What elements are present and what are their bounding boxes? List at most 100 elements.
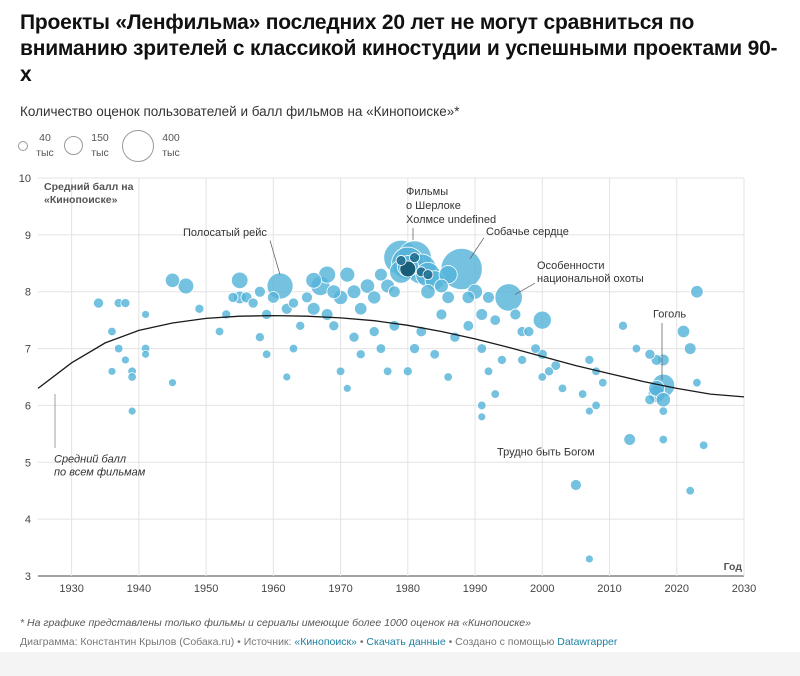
film-bubble[interactable] xyxy=(348,331,360,343)
film-bubble[interactable] xyxy=(121,355,130,365)
film-bubble[interactable] xyxy=(623,433,636,446)
film-bubble[interactable] xyxy=(339,266,356,283)
film-bubble[interactable] xyxy=(402,366,413,377)
film-bubble[interactable] xyxy=(490,389,500,399)
film-bubble[interactable] xyxy=(288,297,299,309)
film-bubble[interactable] xyxy=(168,378,177,388)
film-bubble[interactable] xyxy=(306,301,321,316)
film-bubble[interactable] xyxy=(295,320,306,331)
film-bubble[interactable] xyxy=(141,310,150,319)
film-bubble[interactable] xyxy=(409,343,421,355)
film-bubble[interactable] xyxy=(477,412,487,422)
film-bubble[interactable] xyxy=(584,554,594,564)
film-bubble[interactable] xyxy=(227,291,239,303)
film-bubble[interactable] xyxy=(584,354,595,365)
film-bubble[interactable] xyxy=(443,372,453,382)
film-bubble[interactable] xyxy=(441,290,455,305)
film-bubble[interactable] xyxy=(517,354,528,365)
film-bubble[interactable] xyxy=(577,389,588,399)
film-bubble[interactable] xyxy=(489,314,501,326)
film-bubble-highlight[interactable] xyxy=(395,255,407,266)
film-bubble[interactable] xyxy=(435,308,448,321)
film-bubble[interactable] xyxy=(374,267,388,282)
film-bubble[interactable] xyxy=(544,366,554,377)
film-bubble[interactable] xyxy=(434,278,449,294)
film-bubble[interactable] xyxy=(214,326,225,337)
film-bubble[interactable] xyxy=(476,343,488,354)
film-bubble[interactable] xyxy=(420,284,436,300)
film-bubble[interactable] xyxy=(388,320,401,332)
film-bubble[interactable] xyxy=(557,383,568,394)
film-bubble[interactable] xyxy=(254,332,265,343)
film-bubble[interactable] xyxy=(320,308,334,321)
film-bubble[interactable] xyxy=(328,320,340,332)
film-bubble[interactable] xyxy=(631,343,642,354)
film-bubble[interactable] xyxy=(253,285,266,298)
film-bubble[interactable] xyxy=(177,277,195,295)
film-bubble[interactable] xyxy=(509,308,522,321)
film-bubble[interactable] xyxy=(368,326,380,337)
film-bubble[interactable] xyxy=(482,291,495,304)
film-bubble-highlight[interactable] xyxy=(409,252,420,263)
film-bubble[interactable] xyxy=(282,372,292,382)
film-bubble[interactable] xyxy=(107,326,117,337)
film-bubble[interactable] xyxy=(462,320,475,332)
film-bubble[interactable] xyxy=(355,349,366,360)
film-bubble[interactable] xyxy=(93,297,104,309)
film-bubble[interactable] xyxy=(617,320,628,331)
film-bubble[interactable] xyxy=(698,440,709,450)
film-bubble[interactable] xyxy=(685,486,695,496)
film-bubble[interactable] xyxy=(658,406,669,416)
film-bubble[interactable] xyxy=(120,298,131,309)
datawrapper-link[interactable]: Datawrapper xyxy=(557,636,618,648)
film-bubble[interactable] xyxy=(644,394,656,406)
film-bubble[interactable] xyxy=(261,349,272,359)
film-bubble[interactable] xyxy=(598,377,608,388)
film-bubble[interactable] xyxy=(461,290,475,305)
film-bubble[interactable] xyxy=(429,349,440,360)
film-bubble[interactable] xyxy=(676,324,691,339)
film-bubble[interactable] xyxy=(655,392,671,408)
film-bubble[interactable] xyxy=(569,479,582,491)
film-bubble[interactable] xyxy=(113,343,124,354)
film-bubble[interactable] xyxy=(483,366,494,377)
film-bubble[interactable] xyxy=(496,354,507,365)
film-bubble[interactable] xyxy=(359,278,376,294)
film-bubble[interactable] xyxy=(288,343,299,354)
film-bubble[interactable] xyxy=(127,372,137,382)
film-bubble[interactable] xyxy=(690,285,704,299)
film-bubble[interactable] xyxy=(530,343,541,354)
film-bubble[interactable] xyxy=(107,366,117,376)
film-bubble[interactable] xyxy=(532,310,552,330)
film-bubble[interactable] xyxy=(305,272,322,289)
film-bubble[interactable] xyxy=(584,406,594,416)
download-data-link[interactable]: Скачать данные xyxy=(366,636,446,648)
film-bubble[interactable] xyxy=(335,366,346,377)
film-bubble[interactable] xyxy=(247,297,259,309)
film-bubble[interactable] xyxy=(127,406,137,416)
film-bubble[interactable] xyxy=(342,383,352,393)
film-bubble[interactable] xyxy=(354,302,368,316)
film-bubble[interactable] xyxy=(644,348,656,360)
film-bubble[interactable] xyxy=(231,271,249,290)
film-bubble-highlight[interactable] xyxy=(422,269,434,281)
film-bubble[interactable] xyxy=(382,366,393,377)
film-bubble[interactable] xyxy=(261,308,273,320)
film-bubble[interactable] xyxy=(475,308,489,321)
film-bubble[interactable] xyxy=(537,372,547,382)
film-bubble[interactable] xyxy=(301,291,313,304)
film-bubble[interactable] xyxy=(494,283,523,312)
film-bubble[interactable] xyxy=(326,284,342,300)
film-bubble[interactable] xyxy=(267,291,280,304)
film-bubble[interactable] xyxy=(591,400,601,411)
film-bubble[interactable] xyxy=(367,290,382,305)
film-bubble[interactable] xyxy=(477,400,487,411)
film-bubble[interactable] xyxy=(346,284,362,300)
film-bubble[interactable] xyxy=(388,285,401,299)
film-bubble[interactable] xyxy=(164,272,181,288)
film-bubble[interactable] xyxy=(692,377,702,388)
film-bubble[interactable] xyxy=(141,349,150,359)
film-bubble[interactable] xyxy=(658,434,669,445)
source-link[interactable]: «Кинопоиск» xyxy=(294,636,357,648)
film-bubble[interactable] xyxy=(523,326,535,337)
